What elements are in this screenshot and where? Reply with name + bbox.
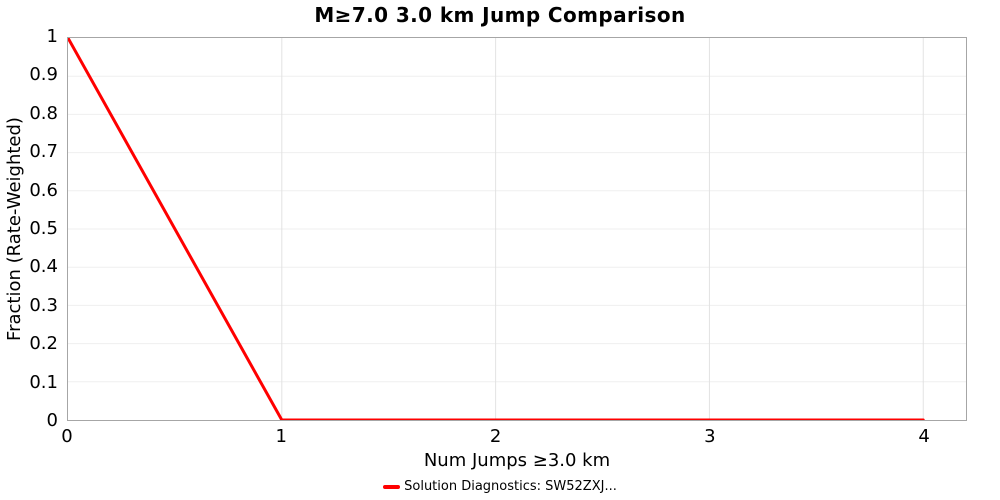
y-tick-label: 0.1 [29, 371, 58, 393]
y-tick-label: 0.2 [29, 333, 58, 355]
legend: Solution Diagnostics: SW52ZXJ... [0, 479, 1000, 494]
y-tick-label: 0.9 [29, 64, 58, 86]
data-line [68, 38, 925, 420]
y-tick-label: 0.7 [29, 141, 58, 163]
chart-title: M≥7.0 3.0 km Jump Comparison [314, 3, 686, 27]
y-tick-label: 0 [46, 410, 58, 431]
y-tick-label: 0.4 [29, 256, 58, 278]
y-tick-label: 0.3 [29, 294, 58, 316]
plot-canvas [68, 38, 966, 420]
legend-series-label: Solution Diagnostics: SW52ZXJ... [404, 479, 617, 494]
x-tick-label: 0 [61, 426, 73, 447]
x-tick-label: 1 [275, 426, 287, 447]
y-tick-label: 1 [46, 26, 58, 47]
x-tick-label: 2 [489, 426, 502, 447]
x-tick-label: 4 [918, 426, 930, 447]
y-tick-label: 0.6 [29, 179, 58, 201]
y-tick-label: 0.5 [29, 218, 58, 239]
y-tick-label: 0.8 [29, 102, 58, 124]
legend-line-marker [383, 484, 401, 489]
x-axis-title: Num Jumps ≥3.0 km [423, 450, 611, 471]
x-tick-label: 3 [704, 426, 716, 447]
plot-area [67, 37, 967, 421]
